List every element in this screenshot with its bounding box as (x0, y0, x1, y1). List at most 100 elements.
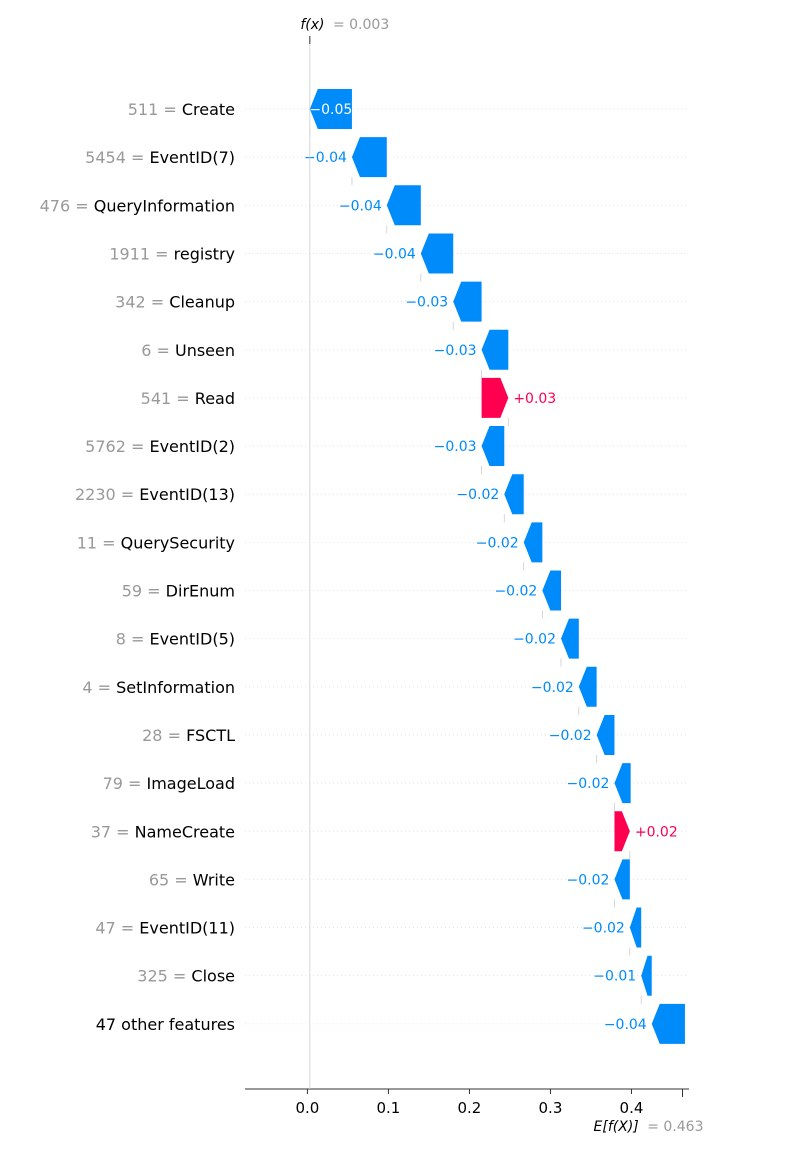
waterfall-bar (481, 329, 509, 370)
contribution-label: −0.04 (304, 150, 347, 166)
feature-name: EventID(5) (149, 630, 235, 649)
feature-value: 5762 = (85, 437, 149, 456)
feature-value: 79 = (103, 774, 147, 793)
waterfall-bar (504, 474, 524, 515)
feature-value: 2230 = (75, 485, 139, 504)
feature-name: EventID(2) (149, 437, 235, 456)
x-tick-label: 0.3 (539, 1099, 563, 1117)
feature-label: 47 = EventID(11) (95, 919, 235, 938)
contribution-label: −0.04 (373, 246, 416, 262)
feature-value: 6 = (141, 341, 175, 360)
waterfall-bar (523, 522, 543, 563)
feature-label: 4 = SetInformation (82, 678, 235, 697)
contribution-label: −0.02 (531, 680, 574, 696)
feature-value: 325 = (137, 967, 191, 986)
feature-label: 1911 = registry (109, 244, 235, 263)
contribution-label: −0.03 (434, 439, 477, 455)
feature-name: Read (195, 389, 235, 408)
connectors (309, 129, 642, 1004)
waterfall-bar (481, 426, 505, 467)
feature-name: DirEnum (166, 582, 235, 601)
contribution-label: −0.02 (513, 632, 556, 648)
contribution-label: −0.02 (476, 535, 519, 551)
waterfall-bar (578, 666, 597, 707)
base-value-value: = 0.463 (647, 1119, 703, 1135)
feature-value: 11 = (77, 533, 121, 552)
fx-value: = 0.003 (333, 17, 389, 33)
feature-label: 6 = Unseen (141, 341, 235, 360)
feature-value: 65 = (149, 870, 193, 889)
waterfall-bar (629, 907, 642, 948)
waterfall-bar (481, 377, 509, 418)
contribution-label: +0.02 (635, 824, 678, 840)
contribution-label: −0.04 (339, 198, 382, 214)
feature-label: 511 = Create (128, 100, 235, 119)
feature-name: 47 other features (96, 1015, 235, 1034)
x-tick-label: 0.1 (376, 1099, 400, 1117)
fx-name: f(x) (300, 17, 324, 33)
feature-value: 541 = (141, 389, 195, 408)
waterfall-bar (351, 137, 387, 178)
contribution-label: −0.02 (567, 776, 610, 792)
fx-header: f(x) = 0.003 (300, 17, 389, 1089)
waterfall-bar (560, 618, 579, 659)
feature-value: 59 = (122, 582, 166, 601)
feature-value: 47 = (95, 919, 139, 938)
feature-name: registry (174, 244, 235, 263)
feature-label: 476 = QueryInformation (40, 196, 235, 215)
waterfall-bar (641, 955, 652, 996)
feature-value: 8 = (116, 630, 150, 649)
x-tick-label: 0.4 (620, 1099, 644, 1117)
feature-label: 79 = ImageLoad (103, 774, 235, 793)
feature-name: Create (182, 100, 235, 119)
contribution-label: −0.02 (582, 921, 625, 937)
feature-label: 541 = Read (141, 389, 235, 408)
feature-value: 1911 = (109, 244, 173, 263)
contribution-label: −0.05 (309, 102, 352, 118)
bars: −0.05 −0.04 −0.04 −0.04 −0.03 −0.03 +0.03 −0.03… (304, 89, 685, 1044)
feature-name: FSCTL (186, 726, 235, 745)
x-tick-label: 0.0 (295, 1099, 319, 1117)
feature-label: 2230 = EventID(13) (75, 485, 235, 504)
contribution-label: −0.01 (593, 969, 636, 985)
feature-name: EventID(11) (139, 919, 235, 938)
contribution-label: −0.03 (434, 343, 477, 359)
waterfall-bar (651, 1003, 685, 1044)
waterfall-bar (309, 89, 352, 129)
feature-name: Cleanup (169, 293, 235, 312)
feature-value: 5454 = (85, 148, 149, 167)
base-value-footer: E[f(X)] = 0.463 (594, 1089, 704, 1135)
feature-label: 37 = NameCreate (91, 822, 235, 841)
x-tick-label: 0.2 (458, 1099, 482, 1117)
feature-name: EventID(13) (139, 485, 235, 504)
contribution-label: −0.03 (405, 295, 448, 311)
waterfall-bar (386, 185, 421, 226)
x-axis: 0.0 0.1 0.2 0.3 0.4 (245, 1088, 689, 1117)
waterfall-bar (542, 570, 561, 611)
feature-label: 325 = Close (137, 967, 235, 986)
feature-label: 5762 = EventID(2) (85, 437, 235, 456)
waterfall-bar (596, 714, 615, 755)
feature-label: 59 = DirEnum (122, 582, 235, 601)
contribution-label: −0.02 (549, 728, 592, 744)
waterfall-bar (453, 281, 482, 322)
contribution-label: −0.04 (604, 1017, 647, 1033)
waterfall-bar (420, 233, 454, 274)
feature-name: Write (193, 870, 235, 889)
waterfall-bar (614, 763, 631, 804)
feature-label: 8 = EventID(5) (116, 630, 235, 649)
feature-label: 65 = Write (149, 870, 235, 889)
feature-label: 47 other features (96, 1015, 235, 1034)
waterfall-bar (614, 859, 630, 900)
feature-name: SetInformation (116, 678, 235, 697)
feature-value: 37 = (91, 822, 135, 841)
feature-label: 28 = FSCTL (142, 726, 235, 745)
feature-name: QuerySecurity (121, 533, 235, 552)
contribution-label: −0.02 (567, 872, 610, 888)
waterfall-bar (614, 811, 630, 852)
feature-name: ImageLoad (147, 774, 236, 793)
base-value-label: E[f(X)] = 0.463 (594, 1119, 704, 1135)
feature-value: 476 = (40, 196, 94, 215)
feature-name: QueryInformation (94, 196, 235, 215)
